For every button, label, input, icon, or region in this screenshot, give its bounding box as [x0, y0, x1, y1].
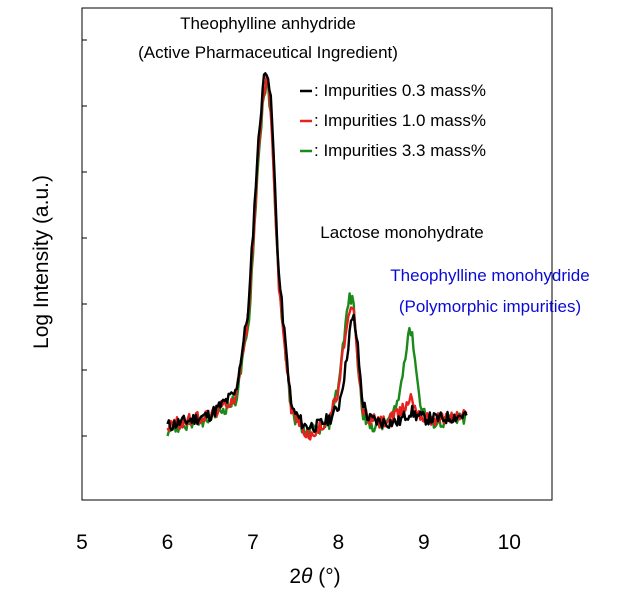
annotation-impurity-title: Theophylline monohydride — [390, 266, 589, 285]
x-tick-label: 5 — [76, 531, 88, 554]
annotation-api-subtitle: (Active Pharmaceutical Ingredient) — [138, 43, 398, 62]
series-lines — [166, 72, 468, 441]
plot-frame — [81, 7, 553, 501]
y-axis-title: Log Intensity (a.u.) — [30, 175, 53, 349]
x-axis-tick-labels: 5 6 7 8 9 10 — [76, 531, 521, 554]
x-tick-label: 8 — [333, 531, 345, 554]
legend: : Impurities 0.3 mass% : Impurities 1.0 m… — [300, 81, 486, 160]
legend-label: : Impurities 0.3 mass% — [314, 81, 486, 100]
series-line-0 — [166, 72, 468, 433]
series-line-2 — [166, 78, 468, 440]
annotation-impurity-subtitle: (Polymorphic impurities) — [399, 297, 581, 316]
annotation-lactose: Lactose monohydrate — [320, 223, 484, 242]
y-axis-ticks — [82, 39, 87, 437]
legend-label: : Impurities 1.0 mass% — [314, 111, 486, 130]
x-tick-label: 6 — [162, 531, 174, 554]
legend-label: : Impurities 3.3 mass% — [314, 141, 486, 160]
annotation-api-title: Theophylline anhydride — [180, 14, 356, 33]
x-axis-title: 2θ (°) — [289, 565, 340, 588]
x-tick-label: 9 — [418, 531, 430, 554]
x-tick-label: 10 — [498, 531, 521, 554]
x-tick-label: 7 — [247, 531, 259, 554]
